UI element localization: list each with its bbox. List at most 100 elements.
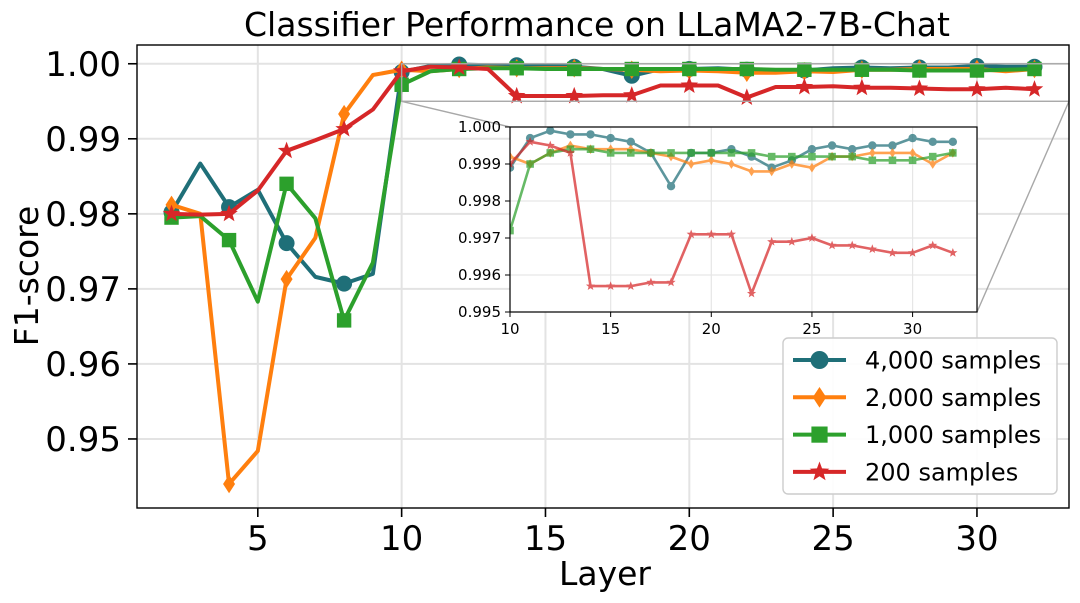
- inset-series-point: [526, 160, 534, 168]
- inset-series-point: [908, 133, 917, 143]
- inset-series-point: [767, 152, 776, 161]
- inset-series-point: [767, 236, 777, 246]
- main-series: [162, 56, 1044, 494]
- zoom-connector-line: [401, 100, 511, 128]
- inset-series-point: [606, 149, 615, 157]
- inset-series-point: [510, 159, 515, 168]
- inset-series-point: [666, 182, 676, 191]
- inset-series-point: [726, 229, 737, 239]
- inset-series-point: [747, 149, 756, 157]
- inset-series-4: [510, 136, 958, 298]
- inset-series-point: [606, 281, 616, 291]
- inset-series-point: [949, 149, 957, 157]
- legend-item: 1,000 samples: [793, 421, 1041, 449]
- series-point: [509, 61, 524, 76]
- series-point: [450, 58, 468, 75]
- inset-series-point: [928, 137, 937, 146]
- legend-label: 2,000 samples: [865, 384, 1041, 412]
- y-tick-label: 0.97: [45, 270, 121, 310]
- inset-series-point: [788, 159, 795, 169]
- inset-series-point: [908, 156, 917, 165]
- inset-series-point: [928, 152, 937, 161]
- series-point: [853, 78, 871, 96]
- inset-series: [510, 127, 958, 298]
- inset-series-point: [907, 247, 918, 257]
- series-point: [162, 204, 181, 222]
- series-point: [968, 80, 986, 97]
- inset-series-point: [626, 281, 636, 291]
- series-point: [795, 77, 814, 95]
- x-axis-ticks: 5 10 15 20 25 30: [247, 508, 999, 559]
- inset-series-point: [867, 244, 877, 254]
- series-point: [278, 235, 295, 252]
- inset-zoom-plot: 10 15 20 25 30 0.995 0.996 0.997 0.998 0.999 1.000: [458, 118, 978, 338]
- inset-x-tick-label: 10: [500, 320, 519, 338]
- legend-marker: [811, 426, 828, 443]
- series-point: [336, 275, 353, 292]
- inset-series-point: [728, 159, 735, 169]
- inset-series-point: [546, 149, 555, 157]
- series-point: [335, 119, 353, 137]
- y-axis-ticks: 0.95 0.96 0.97 0.98 0.99 1.00: [45, 45, 137, 460]
- inset-y-tick-label: 0.999: [458, 155, 501, 173]
- inset-y-tick-label: 0.996: [458, 266, 501, 284]
- inset-series-point: [807, 233, 817, 242]
- series-line: [169, 64, 1037, 217]
- inset-series-point: [847, 240, 857, 250]
- plot-frame: [136, 44, 1070, 509]
- inset-series-point: [888, 156, 897, 165]
- inset-series-point: [667, 149, 675, 157]
- chart-title: Classifier Performance on LLaMA2-7B-Chat: [244, 5, 950, 44]
- legend: 4,000 samples 2,000 samples 1,000 samples 2…: [782, 337, 1058, 495]
- inset-series-point: [626, 137, 635, 146]
- inset-series-point: [525, 136, 535, 146]
- series-point: [624, 61, 639, 77]
- inset-series-point: [768, 166, 775, 177]
- x-tick-label: 5: [247, 519, 269, 559]
- inset-series-point: [808, 152, 816, 161]
- inset-series-point: [848, 152, 856, 161]
- inset-series-point: [606, 133, 615, 143]
- inset-series-point: [546, 127, 555, 135]
- inset-series-point: [706, 229, 716, 239]
- inset-series-point: [827, 240, 837, 250]
- inset-series-point: [647, 149, 655, 157]
- y-axis-label: F1-score: [7, 206, 46, 347]
- inset-series-point: [688, 159, 695, 169]
- x-tick-label: 20: [668, 519, 711, 559]
- inset-series-point: [828, 152, 836, 161]
- inset-series-point: [708, 155, 715, 166]
- series-point: [1027, 61, 1042, 77]
- x-axis-label: Layer: [559, 554, 651, 593]
- series-point: [910, 79, 929, 96]
- series-point: [277, 141, 296, 159]
- inset-series-point: [646, 277, 656, 287]
- inset-series-point: [948, 137, 958, 146]
- inset-series-point: [565, 148, 575, 157]
- series-4: [162, 58, 1044, 222]
- series-point: [279, 176, 294, 192]
- inset-series-point: [627, 149, 635, 157]
- series-point: [1025, 80, 1044, 97]
- y-tick-label: 0.96: [45, 345, 121, 385]
- series-point: [567, 61, 582, 77]
- x-tick-label: 10: [380, 519, 423, 559]
- inset-series-point: [888, 141, 897, 150]
- inset-series-point: [707, 149, 716, 157]
- inset-x-tick-label: 15: [601, 320, 620, 338]
- series-point: [854, 62, 870, 77]
- y-tick-label: 0.95: [45, 420, 121, 460]
- x-tick-label: 15: [524, 519, 567, 559]
- legend-box: [782, 337, 1058, 495]
- inset-x-tick-label: 20: [702, 320, 721, 338]
- legend-marker: [809, 461, 830, 481]
- legend-label: 4,000 samples: [865, 347, 1041, 375]
- legend-item: 200 samples: [793, 458, 1018, 486]
- inset-series-point: [869, 148, 876, 158]
- inset-series-point: [566, 130, 575, 139]
- inset-background: [510, 127, 977, 312]
- inset-ticks: 10 15 20 25 30 0.995 0.996 0.997 0.998 0.999 1.000: [458, 118, 922, 338]
- inset-y-tick-label: 1.000: [458, 118, 501, 136]
- inset-series-point: [727, 149, 736, 157]
